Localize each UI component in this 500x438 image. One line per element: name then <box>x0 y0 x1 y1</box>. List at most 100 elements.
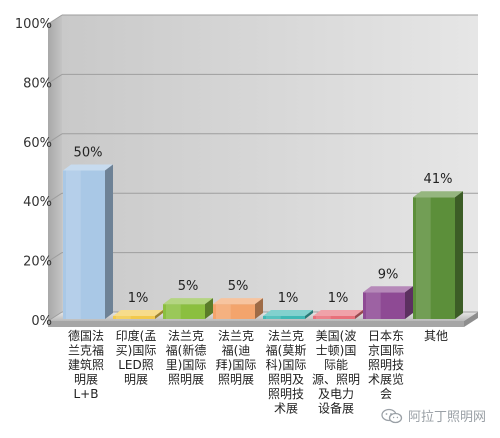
bar-highlight <box>66 170 81 319</box>
x-tick-label: 照明展 <box>218 373 254 387</box>
bar-top <box>363 286 413 293</box>
bar-side <box>155 310 163 319</box>
bar-front <box>113 316 155 319</box>
x-tick-label: 科)国际 <box>266 358 307 372</box>
x-tick-label: 法兰克 <box>218 329 254 343</box>
x-axis: 德国法兰克福建筑照明展L+B印度(孟买)国际LED照明展法兰克福(新德里)国际照… <box>68 328 448 416</box>
bar-front <box>263 316 305 319</box>
x-tick-label: 其他 <box>424 329 448 343</box>
x-tick-label: 印度(孟 <box>116 328 157 343</box>
bar-side <box>305 310 313 319</box>
x-tick-label: 际能 <box>324 358 348 372</box>
bar <box>263 310 313 319</box>
x-tick-label: 源、照明 <box>312 373 360 387</box>
data-label: 41% <box>424 172 453 187</box>
bar <box>63 164 113 319</box>
bar-top <box>113 310 163 316</box>
x-tick-label: 术展 <box>274 402 298 416</box>
y-tick-label: 80% <box>23 76 52 91</box>
y-tick-label: 20% <box>23 255 52 270</box>
x-tick-label: 照明及 <box>268 373 304 387</box>
floor-edge <box>48 321 464 327</box>
gridline-side <box>47 73 63 84</box>
x-tick-label: 照明技 <box>368 358 404 372</box>
x-tick-label: 建筑照 <box>68 357 104 372</box>
data-label: 1% <box>328 291 349 306</box>
wechat-icon <box>381 408 403 423</box>
data-label: 5% <box>228 279 249 294</box>
bar-highlight <box>416 197 431 319</box>
bar <box>313 310 363 319</box>
bar-side <box>405 286 413 319</box>
data-label: 1% <box>128 291 149 306</box>
watermark-text: 阿拉丁照明网 <box>407 410 486 425</box>
x-tick-label: 京国际 <box>368 344 404 358</box>
bars-group <box>63 164 463 319</box>
bar-highlight <box>366 292 381 319</box>
watermark: 阿拉丁照明网 <box>381 406 486 425</box>
back-wall <box>62 15 478 312</box>
y-tick-label: 40% <box>23 195 52 210</box>
x-tick-label: 福(莫斯 <box>266 343 307 358</box>
bar-top <box>213 298 263 305</box>
x-tick-label: 术展览 <box>368 372 404 387</box>
data-label: 50% <box>74 146 103 161</box>
bar-side <box>255 298 263 319</box>
x-tick-label: 里)国际 <box>166 358 207 372</box>
bar-front <box>313 316 355 319</box>
gridline-side <box>47 133 63 144</box>
y-axis: 0% 20% 40% 60% 80% 100% <box>15 17 52 329</box>
gridline-side <box>47 14 63 25</box>
bar-top <box>313 310 363 316</box>
x-tick-label: 拜)国际 <box>216 358 257 372</box>
x-tick-label: 美国(波 <box>316 329 357 343</box>
x-tick-label: 德国法 <box>68 328 104 343</box>
data-labels: 50% 1% 5% 5% 1% 1% 9% 41% <box>74 146 453 307</box>
x-tick-label: 明展 <box>74 373 98 387</box>
x-tick-label: 福(迪 <box>222 343 251 358</box>
gridline-side <box>47 192 63 203</box>
data-label: 1% <box>278 291 299 306</box>
y-tick-label: 0% <box>31 314 52 329</box>
x-tick-label: 兰克福 <box>68 343 104 358</box>
bar-top <box>163 298 213 305</box>
gridline-side <box>47 252 63 263</box>
x-tick-label: 买)国际 <box>116 344 157 358</box>
bar-side <box>455 191 463 319</box>
y-tick-label: 60% <box>23 136 52 151</box>
data-label: 5% <box>178 279 199 294</box>
x-tick-label: 照明展 <box>168 373 204 387</box>
bar-top <box>63 164 113 171</box>
bar-side <box>105 164 113 319</box>
x-tick-label: 福(新德 <box>166 343 207 358</box>
data-label: 9% <box>378 267 399 282</box>
gridline-side <box>47 311 63 322</box>
x-tick-label: L+B <box>74 387 99 401</box>
bar-top <box>263 310 313 316</box>
x-tick-label: 法兰克 <box>268 329 304 343</box>
bar-top <box>413 191 463 198</box>
bar <box>413 191 463 319</box>
x-tick-label: LED照 <box>118 358 154 372</box>
x-tick-label: 设备展 <box>318 402 354 416</box>
x-tick-label: 及电力 <box>318 387 354 401</box>
bar <box>363 286 413 319</box>
bar <box>163 298 213 319</box>
bar-side <box>355 310 363 319</box>
bar-side <box>205 298 213 319</box>
bar-highlight <box>216 304 231 319</box>
bar <box>213 298 263 319</box>
floor-edge-side <box>464 312 478 327</box>
y-tick-label: 100% <box>15 17 52 32</box>
bar-highlight <box>316 316 331 319</box>
x-tick-label: 法兰克 <box>168 329 204 343</box>
x-tick-label: 会 <box>380 387 392 401</box>
x-tick-label: 士顿)国 <box>316 344 357 358</box>
bar-highlight <box>166 304 181 319</box>
x-tick-label: 日本东 <box>368 329 404 343</box>
bar-highlight <box>266 316 281 319</box>
side-wall <box>48 15 62 321</box>
x-tick-label: 明展 <box>124 373 148 387</box>
bar-highlight <box>116 316 131 319</box>
